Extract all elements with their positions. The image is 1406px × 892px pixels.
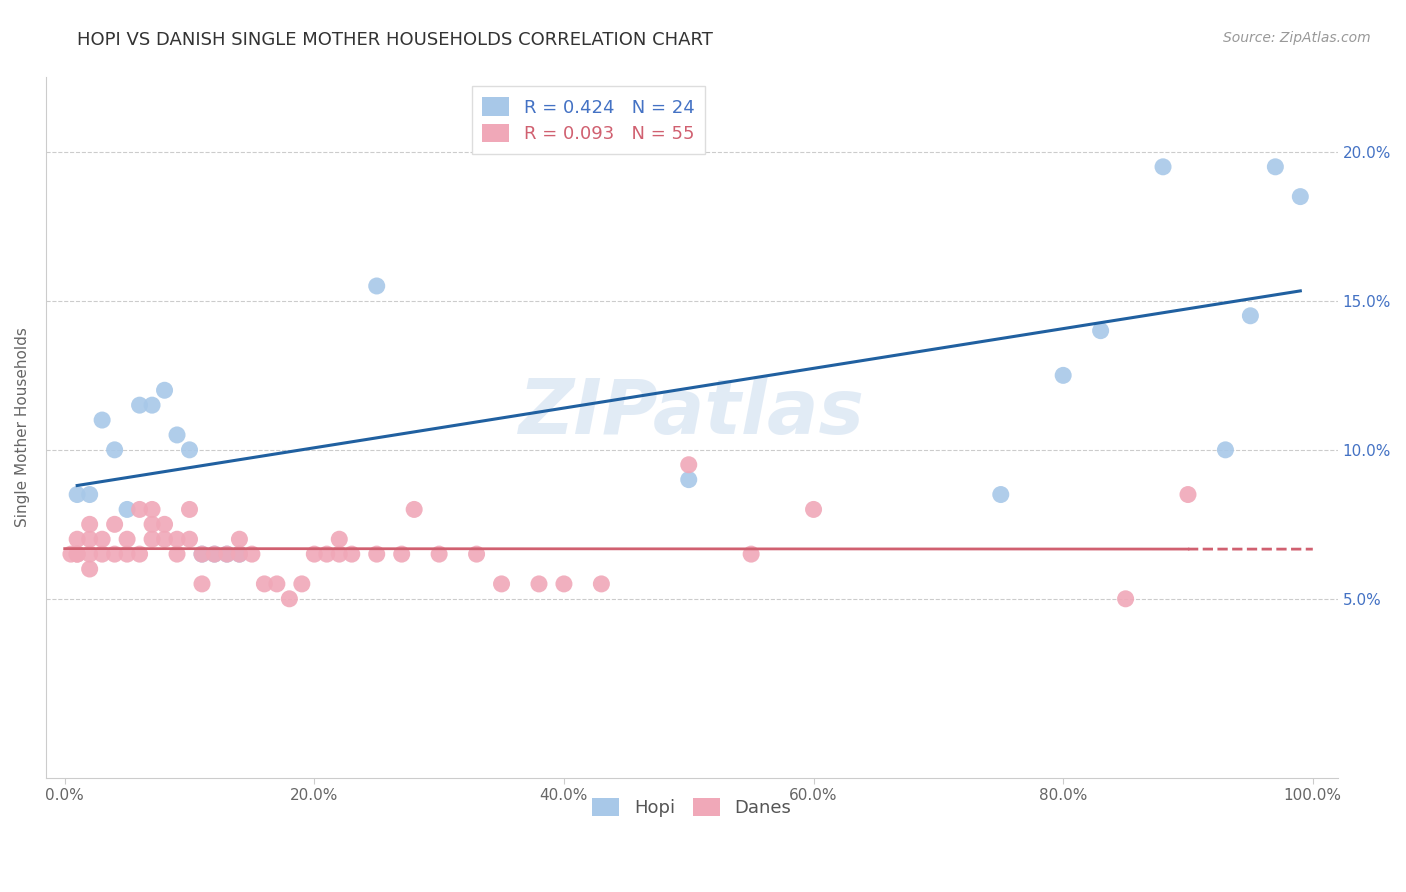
Point — [141, 533, 163, 547]
Point — [1115, 591, 1137, 606]
Point — [91, 413, 114, 427]
Point — [990, 487, 1012, 501]
Point — [66, 547, 89, 561]
Point — [179, 442, 201, 457]
Point — [204, 547, 226, 561]
Point — [66, 533, 89, 547]
Point — [803, 502, 825, 516]
Point — [404, 502, 426, 516]
Point — [79, 487, 101, 501]
Y-axis label: Single Mother Households: Single Mother Households — [15, 327, 30, 527]
Point — [1239, 309, 1261, 323]
Point — [79, 562, 101, 576]
Point — [141, 517, 163, 532]
Point — [228, 547, 250, 561]
Point — [104, 547, 127, 561]
Point — [179, 502, 201, 516]
Point — [153, 533, 176, 547]
Point — [166, 428, 188, 442]
Point — [115, 502, 138, 516]
Point — [128, 502, 150, 516]
Point — [141, 398, 163, 412]
Point — [191, 547, 214, 561]
Point — [553, 577, 575, 591]
Point — [91, 547, 114, 561]
Point — [153, 517, 176, 532]
Point — [527, 577, 550, 591]
Point — [153, 384, 176, 398]
Point — [66, 547, 89, 561]
Point — [366, 547, 388, 561]
Point — [427, 547, 450, 561]
Point — [79, 517, 101, 532]
Point — [340, 547, 363, 561]
Point — [491, 577, 513, 591]
Point — [104, 442, 127, 457]
Point — [240, 547, 263, 561]
Point — [104, 517, 127, 532]
Point — [1177, 487, 1199, 501]
Point — [304, 547, 326, 561]
Point — [215, 547, 238, 561]
Point — [465, 547, 488, 561]
Point — [79, 547, 101, 561]
Point — [115, 547, 138, 561]
Point — [253, 577, 276, 591]
Point — [66, 487, 89, 501]
Point — [366, 279, 388, 293]
Point — [141, 502, 163, 516]
Point — [166, 533, 188, 547]
Point — [678, 473, 700, 487]
Text: Source: ZipAtlas.com: Source: ZipAtlas.com — [1223, 31, 1371, 45]
Point — [215, 547, 238, 561]
Point — [278, 591, 301, 606]
Point — [204, 547, 226, 561]
Point — [91, 533, 114, 547]
Point — [328, 547, 350, 561]
Point — [678, 458, 700, 472]
Point — [115, 533, 138, 547]
Point — [128, 547, 150, 561]
Point — [228, 547, 250, 561]
Point — [191, 577, 214, 591]
Text: HOPI VS DANISH SINGLE MOTHER HOUSEHOLDS CORRELATION CHART: HOPI VS DANISH SINGLE MOTHER HOUSEHOLDS … — [77, 31, 713, 49]
Point — [266, 577, 288, 591]
Point — [1052, 368, 1074, 383]
Point — [59, 547, 82, 561]
Point — [1264, 160, 1286, 174]
Point — [391, 547, 413, 561]
Point — [191, 547, 214, 561]
Point — [79, 533, 101, 547]
Text: ZIPatlas: ZIPatlas — [519, 376, 865, 450]
Point — [291, 577, 314, 591]
Point — [740, 547, 762, 561]
Point — [1090, 324, 1112, 338]
Point — [315, 547, 337, 561]
Point — [179, 533, 201, 547]
Point — [1289, 189, 1312, 203]
Legend: Hopi, Danes: Hopi, Danes — [585, 790, 799, 824]
Point — [1215, 442, 1237, 457]
Point — [591, 577, 613, 591]
Point — [328, 533, 350, 547]
Point — [1152, 160, 1174, 174]
Point — [128, 398, 150, 412]
Point — [166, 547, 188, 561]
Point — [228, 533, 250, 547]
